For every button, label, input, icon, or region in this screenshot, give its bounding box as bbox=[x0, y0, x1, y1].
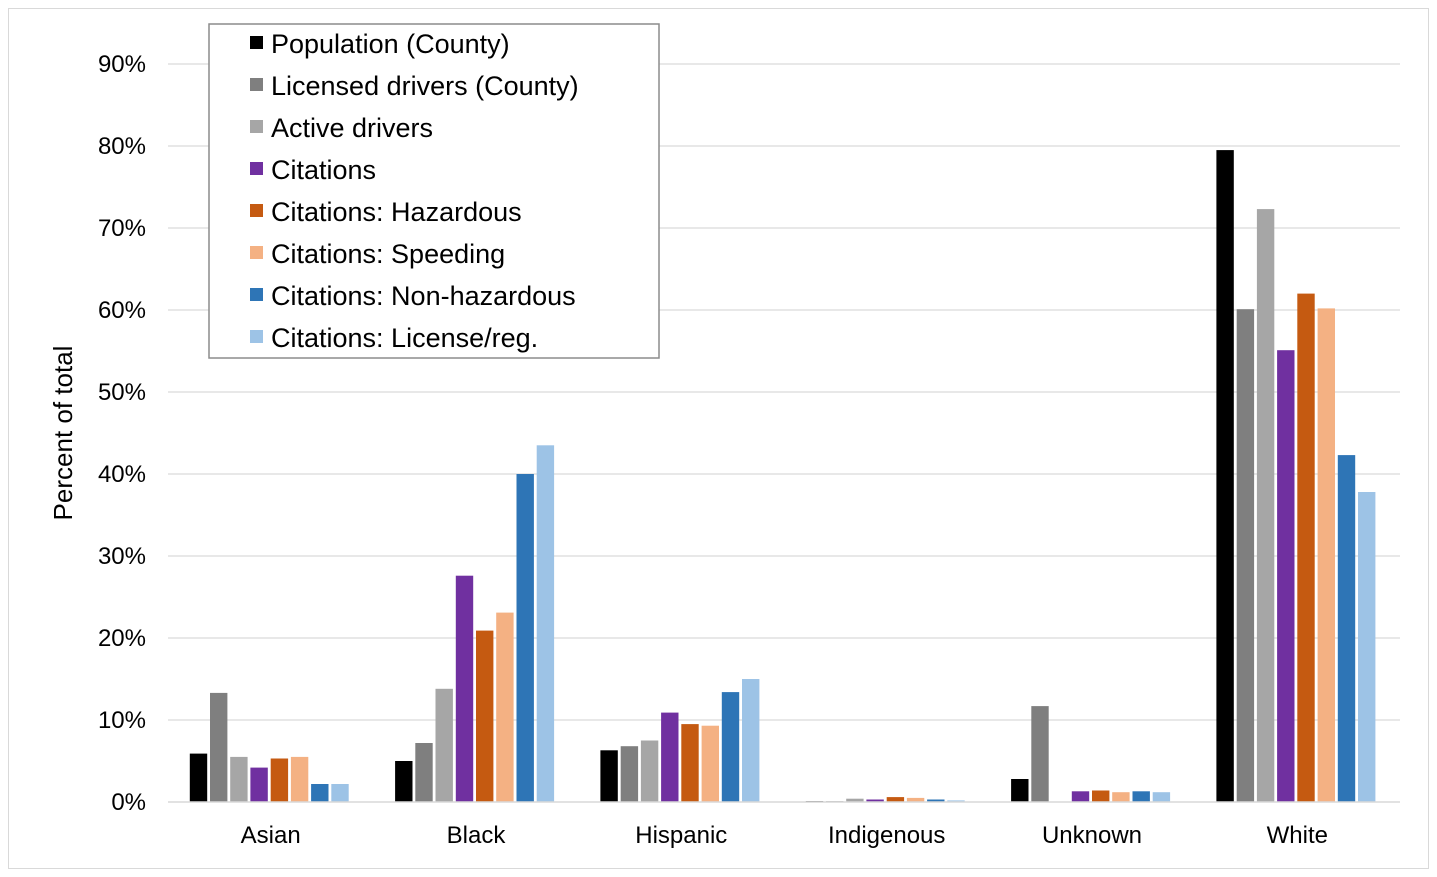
legend-swatch bbox=[250, 162, 263, 175]
bar bbox=[496, 612, 514, 802]
x-tick-label: Indigenous bbox=[828, 822, 945, 849]
bar bbox=[1132, 791, 1150, 802]
y-axis-title: Percent of total bbox=[48, 346, 78, 521]
bar bbox=[230, 756, 248, 802]
bar bbox=[1216, 150, 1234, 803]
y-tick-label: 80% bbox=[98, 133, 146, 160]
bar bbox=[210, 692, 228, 802]
bar bbox=[435, 688, 453, 802]
bar bbox=[661, 712, 679, 802]
y-tick-label: 0% bbox=[111, 789, 146, 816]
bar bbox=[846, 798, 864, 802]
legend-label: Active drivers bbox=[271, 113, 433, 143]
y-tick-label: 30% bbox=[98, 543, 146, 570]
bar bbox=[620, 746, 639, 802]
bar bbox=[476, 630, 494, 802]
bar bbox=[415, 743, 433, 802]
bar bbox=[886, 797, 905, 802]
bar bbox=[600, 750, 618, 802]
legend-swatch bbox=[250, 120, 263, 133]
bar bbox=[701, 725, 719, 802]
bar bbox=[311, 784, 329, 802]
y-tick-label: 70% bbox=[98, 215, 146, 242]
bar bbox=[927, 799, 945, 802]
legend-swatch bbox=[250, 204, 263, 217]
x-tick-label: Unknown bbox=[1042, 822, 1142, 849]
bar bbox=[290, 756, 309, 802]
bar bbox=[681, 724, 699, 802]
bar bbox=[189, 753, 208, 802]
legend-label: Citations: License/reg. bbox=[271, 323, 538, 353]
bar bbox=[742, 679, 760, 802]
legend-label: Licensed drivers (County) bbox=[271, 71, 579, 101]
legend-label: Citations: Speeding bbox=[271, 239, 505, 269]
x-tick-label: Asian bbox=[241, 822, 301, 849]
legend-label: Citations: Hazardous bbox=[271, 197, 522, 227]
bar bbox=[1152, 792, 1171, 802]
legend-swatch bbox=[250, 78, 263, 91]
x-tick-label: White bbox=[1267, 822, 1328, 849]
y-tick-label: 20% bbox=[98, 625, 146, 652]
bars bbox=[189, 150, 1376, 803]
legend-box bbox=[208, 23, 660, 359]
legend-swatch bbox=[250, 288, 263, 301]
bar bbox=[1031, 706, 1049, 802]
bar bbox=[1277, 350, 1295, 802]
bar bbox=[640, 740, 659, 802]
bar bbox=[721, 692, 740, 802]
legend-label: Population (County) bbox=[271, 29, 510, 59]
legend-swatch bbox=[250, 36, 263, 49]
legend: Population (County) Licensed drivers (Cou… bbox=[208, 23, 660, 359]
bar bbox=[1256, 209, 1275, 803]
x-tick-label: Black bbox=[447, 822, 507, 849]
bar bbox=[516, 474, 534, 802]
legend-items: Population (County) Licensed drivers (Cou… bbox=[250, 29, 579, 353]
y-tick-label: 10% bbox=[98, 707, 146, 734]
bar bbox=[1236, 309, 1255, 802]
x-axis-category-labels: Asian Black Hispanic Indigenous Unknown White bbox=[241, 822, 1328, 849]
bar bbox=[1011, 779, 1029, 802]
legend-label: Citations: Non-hazardous bbox=[271, 281, 576, 311]
y-axis-ticks: 0% 10% 20% 30% 40% 50% 60% 70% 80% 90% bbox=[98, 51, 146, 816]
x-tick-label: Hispanic bbox=[635, 822, 727, 849]
bar bbox=[866, 799, 884, 802]
bar bbox=[250, 767, 268, 802]
bar bbox=[536, 445, 555, 802]
bar bbox=[331, 784, 349, 802]
legend-swatch bbox=[250, 330, 263, 343]
bar bbox=[395, 761, 413, 802]
y-tick-label: 50% bbox=[98, 379, 146, 406]
bar bbox=[1112, 792, 1130, 802]
y-tick-label: 90% bbox=[98, 51, 146, 78]
legend-label: Citations bbox=[271, 155, 376, 185]
bar bbox=[1092, 790, 1110, 802]
bar bbox=[947, 800, 965, 802]
y-tick-label: 40% bbox=[98, 461, 146, 488]
bar bbox=[906, 797, 925, 802]
bar bbox=[1358, 492, 1376, 802]
legend-swatch bbox=[250, 246, 263, 259]
bar bbox=[270, 758, 289, 802]
y-tick-label: 60% bbox=[98, 297, 146, 324]
bar bbox=[455, 575, 474, 802]
bar bbox=[1337, 455, 1356, 802]
bar bbox=[1071, 791, 1090, 802]
bar bbox=[1297, 293, 1315, 802]
bar bbox=[1317, 308, 1335, 802]
